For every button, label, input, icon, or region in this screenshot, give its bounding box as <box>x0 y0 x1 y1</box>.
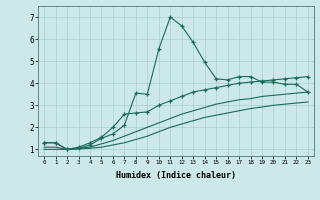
X-axis label: Humidex (Indice chaleur): Humidex (Indice chaleur) <box>116 171 236 180</box>
